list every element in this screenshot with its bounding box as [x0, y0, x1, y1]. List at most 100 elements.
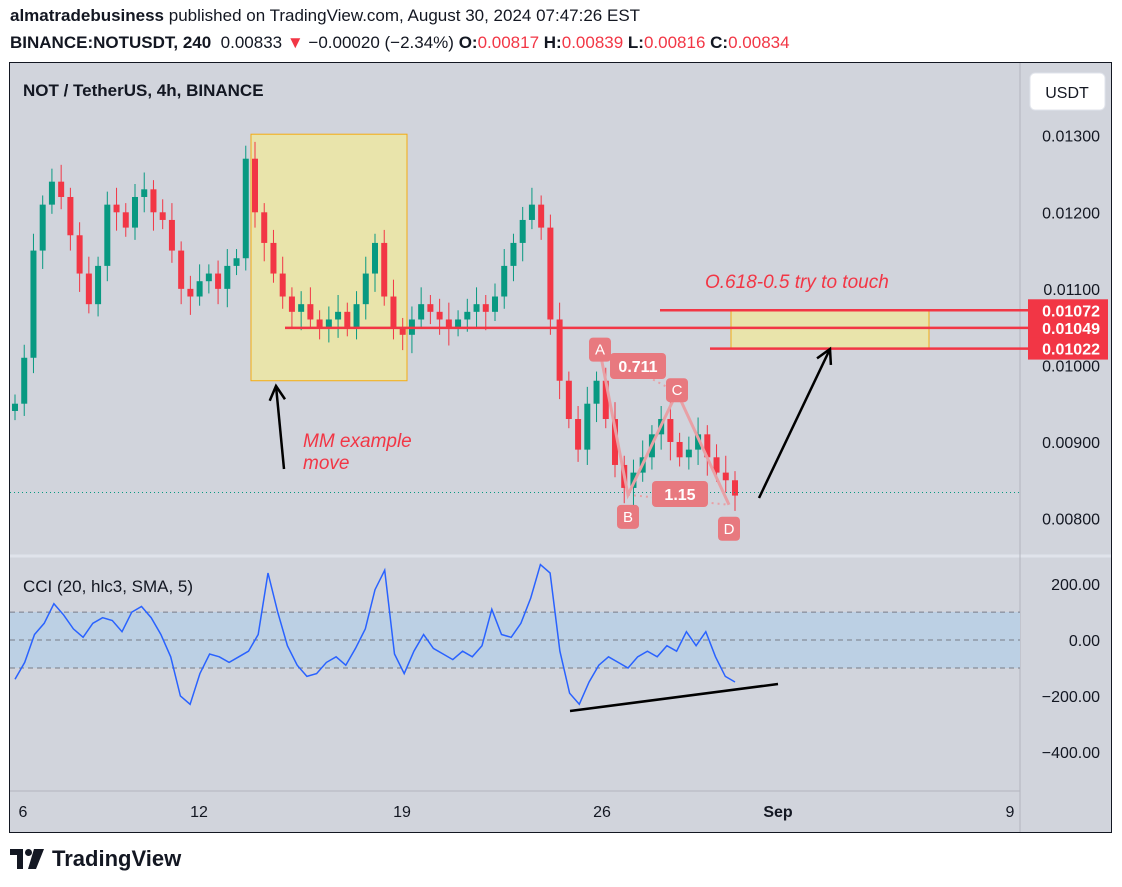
candle-body: [676, 441, 683, 458]
close-value: 0.00834: [728, 33, 790, 52]
candle-body: [381, 242, 388, 297]
price-tick-label: 0.00900: [1042, 435, 1100, 452]
candle-body: [316, 319, 323, 328]
candle-body: [436, 311, 443, 320]
publish-info: almatradebusiness published on TradingVi…: [10, 6, 640, 26]
down-arrow-icon: ▼: [286, 33, 304, 52]
candle-body: [399, 327, 406, 335]
price-level-label: 0.01049: [1042, 321, 1100, 338]
candle-body: [492, 296, 498, 312]
time-tick-label: Sep: [763, 804, 793, 821]
open-value: 0.00817: [477, 33, 540, 52]
candle-body: [602, 380, 609, 420]
candle-body: [575, 419, 582, 450]
last-price: 0.00833: [220, 33, 283, 52]
published-text: published on TradingView.com, August 30,…: [168, 6, 641, 25]
candle-body: [150, 189, 157, 213]
price-change: −0.00020 (−2.34%): [308, 33, 454, 52]
price-tick-label: 0.01100: [1043, 282, 1100, 299]
high-label: H:: [543, 33, 562, 52]
price-level-label: 0.01072: [1042, 303, 1100, 320]
candle-body: [584, 403, 591, 450]
bd-ratio-line: [627, 493, 730, 506]
candle-body: [722, 472, 729, 481]
cci-tick-label: −400.00: [1042, 745, 1100, 762]
candle-body: [215, 273, 222, 289]
ratio-label: 1.15: [664, 487, 695, 504]
pattern-point-label: A: [595, 342, 605, 359]
cci-tick-label: 200.00: [1051, 577, 1100, 594]
pattern-point-badge: [617, 504, 639, 529]
candle-body: [547, 227, 554, 320]
candle-body: [224, 265, 231, 289]
candle-body: [427, 304, 434, 312]
currency-button[interactable]: USDT: [1029, 72, 1106, 111]
pattern-point-label: C: [672, 382, 683, 399]
candle-body: [85, 273, 92, 305]
candle-body: [298, 304, 305, 312]
tradingview-logo-text: TradingView: [52, 846, 182, 871]
ratio-badge: [610, 353, 666, 379]
candle-body: [205, 273, 212, 282]
fib-target-box: [730, 309, 930, 350]
candle-body: [685, 449, 692, 458]
candle-body: [67, 196, 74, 236]
open-label: O:: [458, 33, 478, 52]
ratio-badge: [652, 481, 708, 507]
time-tick-label: 6: [19, 804, 28, 821]
candle-body: [95, 265, 102, 305]
price-tick-label: 0.01000: [1042, 358, 1100, 375]
chart-frame[interactable]: 0.01072 0.01049 0.01022 A B C D 0.711 1.15 0.013…: [9, 62, 1112, 833]
pattern-point-badge: [666, 378, 688, 403]
candle-body: [464, 311, 471, 320]
candle-body: [48, 181, 55, 205]
pattern-point-badge: [718, 516, 740, 541]
candle-body: [141, 189, 148, 197]
mm-move-annotation: move: [303, 453, 349, 474]
candle-body: [501, 265, 508, 297]
price-pane[interactable]: [10, 63, 1020, 553]
candle-body: [353, 304, 360, 328]
cci-tick-label: 0.00: [1069, 633, 1100, 650]
time-tick-label: 19: [393, 804, 411, 821]
candle-body: [132, 196, 138, 228]
candle-body: [556, 319, 563, 381]
candle-body: [178, 250, 185, 289]
candle-body: [233, 258, 240, 266]
candle-body: [252, 158, 258, 213]
candle-body: [335, 311, 342, 320]
author-name[interactable]: almatradebusiness: [10, 6, 165, 25]
candle-body: [445, 319, 452, 328]
candle-body: [279, 273, 286, 297]
high-value: 0.00839: [561, 33, 624, 52]
price-tick-label: 0.00800: [1042, 512, 1100, 529]
time-tick-label: 12: [190, 804, 208, 821]
mm-example-annotation: MM example: [303, 431, 412, 452]
candle-body: [713, 457, 720, 473]
time-tick-label: 26: [593, 804, 611, 821]
candle-body: [270, 242, 277, 274]
candle-body: [58, 181, 65, 197]
cci-line: [14, 563, 736, 706]
candle-body: [538, 204, 545, 228]
candle-body: [187, 288, 194, 297]
candle-body: [113, 204, 120, 213]
tradingview-logo[interactable]: TradingView: [10, 846, 181, 872]
candle-body: [21, 357, 28, 404]
price-tick-label: 0.01200: [1042, 205, 1100, 222]
candle-body: [122, 212, 129, 228]
time-tick-label: 9: [1006, 804, 1015, 821]
candle-body: [242, 158, 249, 259]
target-arrow-head: [816, 346, 833, 366]
cci-pane[interactable]: [10, 559, 1020, 791]
candle-body: [482, 304, 489, 312]
ratio-label: 0.711: [618, 359, 657, 376]
candle-body: [362, 273, 369, 305]
axes: 0.01300 0.01200 0.01100 0.01000 0.00900 0.008…: [19, 129, 1101, 821]
price-tick-label: 0.01300: [1042, 129, 1100, 146]
currency-label[interactable]: USDT: [1045, 85, 1089, 102]
candle-body: [565, 380, 572, 420]
pattern-point-label: B: [623, 509, 633, 526]
